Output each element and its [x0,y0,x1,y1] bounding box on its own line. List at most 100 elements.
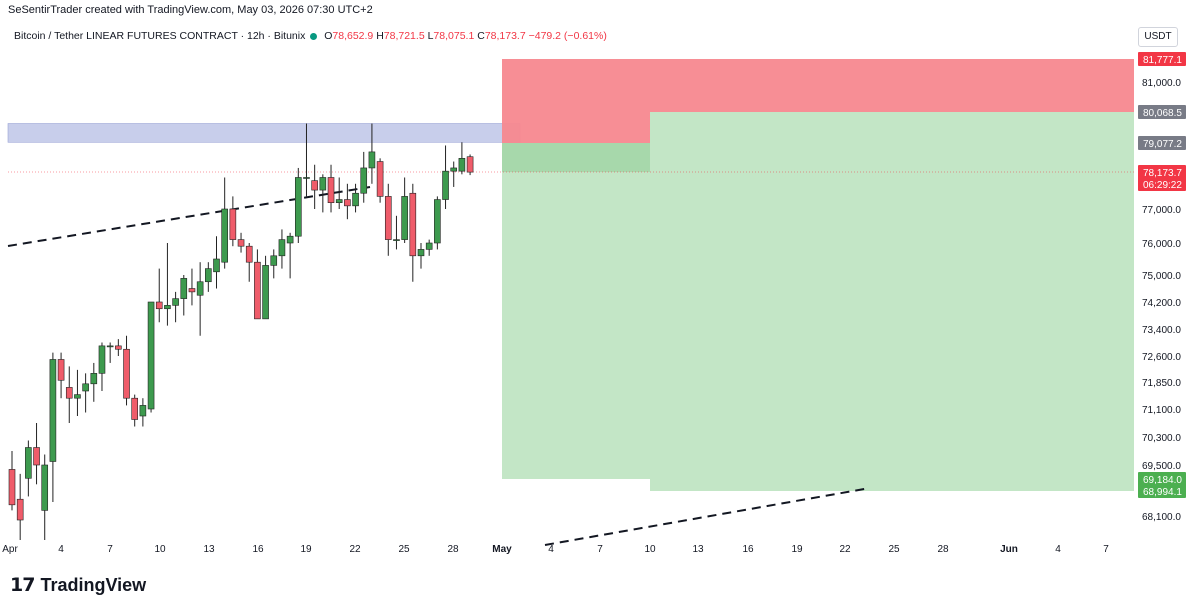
symbol-legend: Bitcoin / Tether LINEAR FUTURES CONTRACT… [14,30,607,42]
price-tag-bg [1138,472,1186,486]
time-axis-label: 4 [548,544,554,555]
candle-body [368,151,376,169]
candle-body [245,245,253,263]
price-axis-label: 81,000.0 [1142,78,1181,89]
price-axis-label: 68,100.0 [1142,512,1181,523]
time-axis-label: 4 [1055,544,1061,555]
brand-name: TradingView [40,574,147,595]
candle-body [82,383,89,392]
candle-body [123,348,130,399]
candle-body [278,239,286,257]
time-axis-label: 4 [58,544,64,555]
time-axis-label: 16 [742,544,754,555]
price-axis-label: 76,000.0 [1142,239,1181,250]
candle-body [41,464,49,511]
time-axis: Apr 4 7 10 13 16 19 22 25 28 May 4 7 10 13 16 19 22 25 28 Ju… [2,544,1109,555]
time-axis-label: 7 [1103,544,1109,555]
time-axis-label: 10 [644,544,656,555]
candle-body [434,199,441,244]
market-status-icon [310,32,318,40]
candle-body [327,177,335,203]
price-axis-label: 70,300.0 [1142,433,1181,444]
price-tag-bg [1138,484,1186,498]
candle-body [360,167,368,194]
price-axis: 81,000.0 77,000.0 76,000.0 75,000.0 74,200.0… [1142,78,1181,523]
candle-body [294,177,302,237]
price-tag-bg [1138,165,1186,191]
candle-body [196,281,204,296]
candle-body [409,192,417,257]
close-value: 78,173.7 [484,30,526,42]
trendlines [7,186,871,546]
time-axis-label: 13 [203,544,215,555]
candle-body [335,199,343,203]
candle-body [65,387,73,399]
time-axis-label: Apr [2,544,18,555]
time-axis-label: 19 [791,544,803,555]
stop-loss-zone-2 [650,59,1134,112]
price-tag-label: 69,184.0 [1143,475,1182,486]
candle-body [376,161,384,197]
time-axis-label: 28 [937,544,949,555]
candle-body [401,196,408,240]
time-axis-label: 22 [349,544,361,555]
lower-trendline [544,487,871,546]
price-tag-bg [1138,136,1186,150]
symbol-title: Bitcoin / Tether LINEAR FUTURES CONTRACT… [14,30,306,42]
candle-body [458,158,466,172]
candle-body [164,305,171,310]
candle-body [98,345,106,374]
candle-body [270,255,278,266]
resistance-band [7,123,521,143]
candle-body [450,167,458,172]
time-axis-label: 7 [597,544,603,555]
candle-body [115,345,122,350]
candle-body [131,397,138,420]
open-label: O [324,30,333,42]
price-axis-label: 73,400.0 [1142,325,1181,336]
candle-body [205,268,212,283]
take-profit-zone-2 [650,112,1134,491]
high-value: 78,721.5 [383,30,425,42]
candle-body [262,265,269,320]
price-axis-label: 75,000.0 [1142,271,1181,282]
candle-body [319,177,327,191]
price-axis-label: 72,600.0 [1142,352,1181,363]
candle-body [344,199,351,207]
low-label: L [427,30,434,42]
candle-body [466,156,474,173]
candle-body [74,394,81,399]
candle-body [352,192,359,207]
close-label: C [477,30,485,42]
candle-body [180,278,188,299]
candle-body [155,301,163,310]
candle-body [311,180,318,191]
chart-caption: SeSentirTrader created with TradingView.… [8,4,373,16]
upper-trendline [7,186,371,247]
time-axis-label: 7 [107,544,113,555]
candle-body [384,196,392,240]
position-zones [7,59,1134,491]
change-value: −479.2 (−0.61%) [528,30,607,42]
price-tag-bg [1138,52,1186,66]
candle-body [188,288,196,293]
countdown-label: 06:29:22 [1143,180,1182,191]
candle-body [25,447,32,479]
candles [8,123,474,540]
price-tags: 81,777.1 80,068.5 79,077.2 78,173.706:29:22… [1138,52,1186,498]
candle-body [172,298,179,306]
time-axis-label: 25 [398,544,410,555]
time-axis-label: 28 [447,544,459,555]
candle-body [221,208,228,263]
time-axis-label: Jun [1000,544,1018,555]
tradingview-logo-icon: 17 [10,574,35,596]
time-axis-label: 13 [692,544,704,555]
currency-selector[interactable]: USDT [1138,27,1178,47]
time-axis-label: May [492,544,512,555]
candle-body [213,258,220,273]
price-tag-label: 80,068.5 [1143,108,1182,119]
candle-body [106,345,114,348]
price-tag-label: 78,173.7 [1143,168,1182,179]
time-axis-label: 19 [300,544,312,555]
